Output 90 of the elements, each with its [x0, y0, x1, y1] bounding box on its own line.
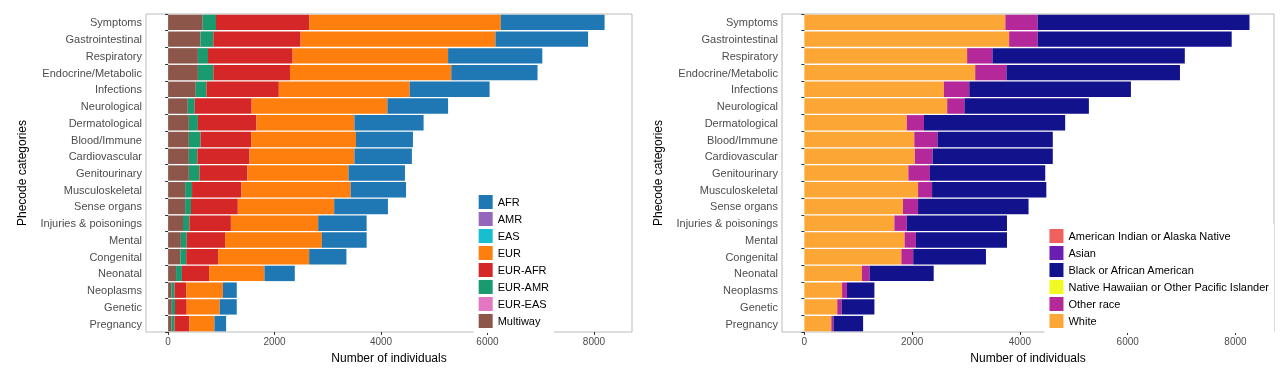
- y-tick-label: Infections: [730, 83, 779, 96]
- bar: [937, 131, 1053, 148]
- y-tick-label: Blood/Immune: [707, 133, 778, 146]
- y-tick-label: Mental: [744, 233, 778, 246]
- bar: [237, 198, 335, 215]
- bar: [906, 115, 924, 131]
- legend-label: EUR-AMR: [497, 281, 550, 293]
- y-tick-label: Sense organs: [710, 200, 779, 213]
- y-tick-label: Mental: [108, 233, 142, 246]
- x-tick-label: 8000: [1224, 335, 1248, 347]
- y-tick-label: Cardiovascular: [704, 150, 779, 163]
- y-axis-title: Phecode categories: [651, 119, 665, 227]
- bar: [918, 198, 1029, 215]
- y-tick-label: Pregnancy: [89, 317, 143, 330]
- bar: [251, 131, 356, 148]
- y-tick-label: Congenital: [725, 250, 778, 263]
- legend-label: Multiway: [497, 315, 541, 327]
- bar: [862, 265, 870, 282]
- y-tick-label: Neoplasms: [86, 284, 143, 297]
- y-tick-label: Neonatal: [97, 267, 142, 280]
- y-tick-label: Symptoms: [90, 16, 143, 29]
- bar: [176, 265, 182, 282]
- legend-label: EAS: [497, 230, 520, 242]
- bar: [195, 81, 207, 98]
- bar: [804, 198, 903, 215]
- legend-label: White: [1068, 315, 1097, 327]
- y-tick-label: Neurological: [80, 100, 142, 113]
- bar: [168, 131, 189, 148]
- y-tick-label: Endocrine/Metabolic: [42, 66, 143, 79]
- legend-label: Black or African American: [1068, 264, 1194, 276]
- y-tick-label: Neurological: [716, 100, 778, 113]
- y-tick-label: Injuries & poisonings: [40, 217, 143, 230]
- bar: [185, 198, 191, 215]
- x-tick-label: 4000: [369, 335, 393, 347]
- y-tick-label: Gastrointestinal: [701, 33, 778, 46]
- y-tick-label: Congenital: [89, 250, 142, 263]
- y-tick-label: Respiratory: [721, 49, 779, 62]
- legend-label: Other race: [1068, 298, 1121, 310]
- y-tick-label: Musculoskeletal: [63, 183, 142, 196]
- x-tick-label: 6000: [476, 335, 500, 347]
- bar: [831, 315, 834, 332]
- y-tick-label: Endocrine/Metabolic: [678, 66, 779, 79]
- x-axis-title: Number of individuals: [970, 351, 1086, 365]
- bar: [264, 265, 295, 282]
- y-tick-label: Musculoskeletal: [699, 183, 778, 196]
- bar: [200, 131, 252, 148]
- x-tick-label: 2000: [901, 335, 924, 347]
- x-tick-label: 0: [801, 335, 808, 347]
- y-tick-label: Sense organs: [74, 200, 143, 213]
- bar: [902, 198, 919, 215]
- y-tick-label: Dermatological: [68, 116, 142, 129]
- y-tick-label: Neoplasms: [722, 284, 779, 297]
- x-tick-label: 4000: [1008, 335, 1032, 347]
- y-tick-label: Pregnancy: [725, 317, 779, 330]
- y-tick-label: Injuries & poisonings: [676, 217, 779, 230]
- legend-label: AFR: [497, 196, 520, 208]
- bar: [837, 299, 842, 315]
- y-axis-title: Phecode categories: [15, 119, 29, 227]
- y-tick-label: Infections: [94, 83, 143, 96]
- x-tick-label: 6000: [1116, 335, 1140, 347]
- y-tick-label: Cardiovascular: [68, 150, 143, 163]
- y-tick-label: Dermatological: [704, 116, 778, 129]
- legend-label: Asian: [1068, 247, 1096, 259]
- x-tick-label: 8000: [582, 335, 606, 347]
- bar: [842, 282, 847, 298]
- bar: [188, 131, 201, 148]
- legend-label: EUR-AFR: [497, 264, 547, 276]
- bar: [168, 198, 186, 215]
- legend-label: EUR: [497, 247, 521, 259]
- x-axis-title: Number of individuals: [331, 351, 447, 365]
- y-tick-label: Respiratory: [85, 49, 143, 62]
- bar: [914, 131, 938, 148]
- y-tick-label: Genitourinary: [75, 167, 143, 179]
- x-tick-label: 0: [165, 335, 172, 347]
- x-tick-label: 2000: [263, 335, 287, 347]
- bar: [334, 198, 388, 215]
- y-tick-label: Gastrointestinal: [65, 33, 142, 46]
- legend-label: American Indian or Alaska Native: [1068, 230, 1231, 242]
- y-tick-label: Symptoms: [726, 16, 779, 29]
- bar: [190, 198, 238, 215]
- y-tick-label: Blood/Immune: [71, 133, 142, 146]
- y-tick-label: Neonatal: [733, 267, 778, 280]
- y-tick-label: Genitourinary: [711, 167, 779, 179]
- legend-label: Native Hawaiian or Other Pacific Islander: [1068, 281, 1270, 293]
- legend-label: AMR: [497, 213, 523, 225]
- bar: [804, 131, 915, 148]
- y-tick-label: Genetic: [740, 300, 779, 313]
- legend-label: EUR-EAS: [497, 298, 547, 310]
- bar: [356, 131, 413, 148]
- y-tick-label: Genetic: [104, 300, 143, 313]
